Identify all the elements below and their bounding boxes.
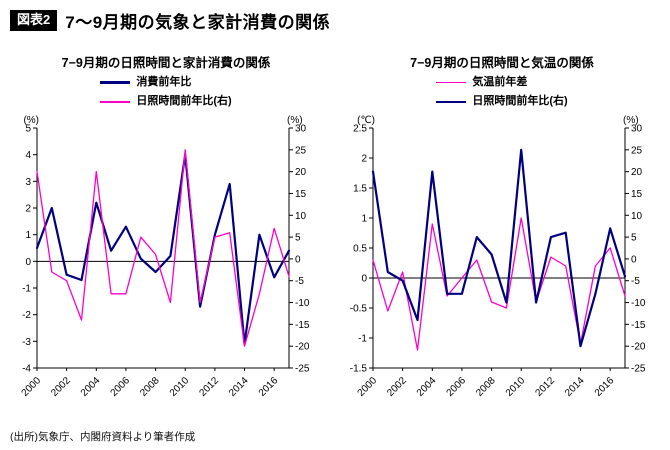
y-tick-label-left: -1 bbox=[22, 284, 31, 295]
y-tick-label-right: 30 bbox=[631, 124, 643, 135]
x-tick-label: 2016 bbox=[593, 375, 617, 399]
y-tick-label-right: -20 bbox=[295, 342, 310, 353]
axis-unit-label-left: (℃) bbox=[357, 115, 375, 126]
y-tick-label-right: -20 bbox=[631, 342, 646, 353]
axis-unit-label-right: (%) bbox=[287, 115, 303, 126]
y-tick-label-left: 0 bbox=[361, 274, 367, 285]
y-tick-label-right: 20 bbox=[631, 167, 643, 178]
legend-item: 気温前年差 bbox=[436, 76, 527, 89]
x-tick-label: 2012 bbox=[533, 375, 557, 399]
y-tick-label-right: 20 bbox=[295, 167, 307, 178]
y-tick-label-left: 1 bbox=[361, 214, 367, 225]
legend-label: 日照時間前年比(右) bbox=[136, 95, 232, 108]
figure-number-badge: 図表2 bbox=[10, 10, 58, 31]
x-tick-label: 2014 bbox=[227, 375, 251, 399]
series-line-left bbox=[372, 217, 626, 351]
axis-unit-label-left: (%) bbox=[23, 115, 39, 126]
x-tick-label: 2008 bbox=[138, 375, 162, 399]
line-chart-temperature: 2.5 2 1.5 1 0.5 0 -0.5 -1 -1.5 30 25 20 15 10 5 0 -5 -10 -… bbox=[350, 115, 646, 399]
x-tick-label: 2002 bbox=[49, 375, 73, 399]
y-tick-label-right: -10 bbox=[295, 298, 310, 309]
legend-item: 日照時間前年比(右) bbox=[100, 95, 232, 108]
source-note: (出所)気象庁、内閣府資料より筆者作成 bbox=[10, 431, 196, 443]
y-tick-label-left: -3 bbox=[22, 337, 31, 348]
y-tick-label-right: -15 bbox=[295, 320, 310, 331]
y-tick-label-right: -5 bbox=[295, 276, 304, 287]
y-tick-label-left: -0.5 bbox=[350, 304, 368, 315]
x-tick-label: 2002 bbox=[385, 375, 409, 399]
y-tick-label-right: 0 bbox=[631, 254, 637, 265]
x-tick-label: 2006 bbox=[109, 375, 133, 399]
y-tick-label-right: -25 bbox=[295, 364, 310, 375]
x-tick-label: 2016 bbox=[257, 375, 281, 399]
y-tick-label-left: -2 bbox=[22, 310, 31, 321]
x-tick-label: 2010 bbox=[168, 375, 192, 399]
y-tick-label-right: 25 bbox=[295, 145, 307, 156]
legend-line-swatch bbox=[436, 81, 467, 84]
chart-panel-consumption: 7−9月期の日照時間と家計消費の関係 消費前年比日照時間前年比(右) 5 4 3 2 1… bbox=[3, 52, 329, 414]
legend-line-swatch bbox=[100, 101, 131, 103]
chart-title-left: 7−9月期の日照時間と家計消費の関係 bbox=[61, 56, 271, 70]
x-tick-label: 2012 bbox=[197, 375, 221, 399]
legend-label: 日照時間前年比(右) bbox=[472, 95, 568, 108]
y-tick-label-right: -10 bbox=[631, 298, 646, 309]
y-tick-label-left: 4 bbox=[25, 150, 31, 161]
y-tick-label-left: 2.5 bbox=[353, 124, 367, 135]
y-tick-label-left: 1.5 bbox=[353, 184, 367, 195]
y-tick-label-right: 5 bbox=[631, 233, 637, 244]
y-tick-label-left: 0 bbox=[25, 257, 31, 268]
legend-label: 気温前年差 bbox=[472, 76, 528, 88]
series-line-right bbox=[36, 149, 290, 347]
y-tick-label-right: 30 bbox=[295, 124, 307, 135]
x-tick-label: 2004 bbox=[415, 375, 439, 399]
y-tick-label-left: 5 bbox=[25, 124, 31, 135]
y-tick-label-left: 0.5 bbox=[353, 244, 367, 255]
y-tick-label-left: -1.5 bbox=[350, 364, 368, 375]
y-tick-label-left: 2 bbox=[361, 154, 367, 165]
y-tick-label-left: 1 bbox=[25, 230, 31, 241]
y-tick-label-left: -4 bbox=[22, 364, 31, 375]
legend-item: 消費前年比 bbox=[100, 76, 191, 89]
y-tick-label-right: -15 bbox=[631, 320, 646, 331]
x-tick-label: 2006 bbox=[445, 375, 469, 399]
y-tick-label-right: 25 bbox=[631, 145, 643, 156]
y-tick-label-right: 10 bbox=[631, 211, 643, 222]
y-tick-label-right: 5 bbox=[295, 233, 301, 244]
y-tick-label-right: 15 bbox=[295, 189, 307, 200]
legend-label: 消費前年比 bbox=[136, 76, 192, 88]
series-line-right bbox=[371, 148, 627, 348]
y-tick-label-left: 2 bbox=[25, 204, 31, 215]
x-tick-label: 2004 bbox=[79, 375, 103, 399]
series-line-left bbox=[35, 153, 291, 346]
y-tick-label-right: -25 bbox=[631, 364, 646, 375]
y-tick-label-right: -5 bbox=[631, 276, 640, 287]
y-tick-label-right: 15 bbox=[631, 189, 643, 200]
y-tick-label-left: 3 bbox=[25, 177, 31, 188]
legend-line-swatch bbox=[100, 81, 131, 84]
chart-legend-left: 消費前年比日照時間前年比(右) bbox=[100, 76, 232, 114]
legend-line-swatch bbox=[436, 100, 467, 104]
y-tick-label-left: -1 bbox=[358, 334, 367, 345]
chart-title-right: 7−9月期の日照時間と気温の関係 bbox=[410, 56, 594, 70]
chart-panel-temperature: 7−9月期の日照時間と気温の関係 気温前年差日照時間前年比(右) 2.5 2 1.5… bbox=[339, 52, 665, 414]
line-chart-consumption: 543210-1-2-3-4302520151050-5-10-15-20-25… bbox=[20, 115, 310, 399]
figure-title: 7〜9月期の気象と家計消費の関係 bbox=[65, 13, 331, 32]
axis-unit-label-right: (%) bbox=[623, 115, 639, 126]
x-tick-label: 2000 bbox=[356, 375, 380, 399]
y-tick-label-right: 10 bbox=[295, 211, 307, 222]
chart-legend-right: 気温前年差日照時間前年比(右) bbox=[436, 76, 568, 114]
x-tick-label: 2010 bbox=[504, 375, 528, 399]
legend-item: 日照時間前年比(右) bbox=[436, 95, 568, 108]
figure-header: 図表2 7〜9月期の気象と家計消費の関係 bbox=[10, 8, 330, 33]
x-tick-label: 2008 bbox=[474, 375, 498, 399]
y-tick-label-right: 0 bbox=[295, 254, 301, 265]
x-tick-label: 2014 bbox=[563, 375, 587, 399]
x-tick-label: 2000 bbox=[20, 375, 44, 399]
